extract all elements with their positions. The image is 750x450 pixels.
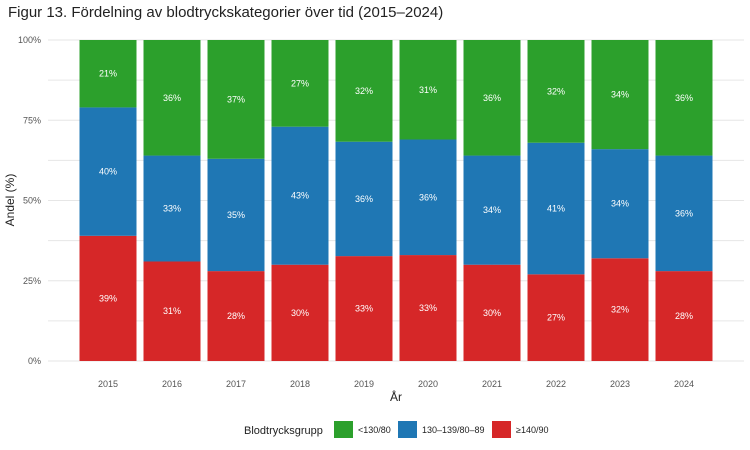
bar-segment <box>271 264 329 361</box>
bar-value-label: 30% <box>291 308 309 318</box>
bar-value-label: 36% <box>163 93 181 103</box>
bar-value-label: 36% <box>675 93 693 103</box>
y-axis-title: Andel (%) <box>3 174 17 227</box>
bar-value-label: 32% <box>611 305 629 315</box>
x-tick-label: 2024 <box>674 379 694 389</box>
bar-value-label: 37% <box>227 94 245 104</box>
bar-segment <box>207 271 265 361</box>
bar-value-label: 33% <box>419 303 437 313</box>
x-tick-label: 2018 <box>290 379 310 389</box>
x-tick-label: 2023 <box>610 379 630 389</box>
bars <box>79 40 713 361</box>
bar-segment <box>271 126 329 265</box>
bar-segment <box>591 40 649 150</box>
y-tick-label: 0% <box>28 356 41 366</box>
bar-value-label: 27% <box>547 313 565 323</box>
y-tick-label: 25% <box>23 276 41 286</box>
bar-segment <box>655 271 713 361</box>
bar-segment <box>527 40 585 143</box>
bar-segment <box>527 142 585 275</box>
y-tick-label: 100% <box>18 35 41 45</box>
bar-value-label: 32% <box>355 86 373 96</box>
bar-segment <box>399 139 457 256</box>
bar-value-label: 43% <box>291 191 309 201</box>
y-tick-label: 50% <box>23 196 41 206</box>
x-axis-ticks: 2015 2016 2017 2018 2019 2020 2021 2022 2023 2024 <box>98 379 694 389</box>
legend: Blodtrycksgrupp <130/80 130–139/80–89 ≥140… <box>244 421 548 438</box>
bar-segment <box>655 155 713 272</box>
bar-value-label: 33% <box>163 204 181 214</box>
bar-segment <box>335 141 393 257</box>
x-tick-label: 2021 <box>482 379 502 389</box>
bar-value-label: 41% <box>547 204 565 214</box>
x-tick-label: 2019 <box>354 379 374 389</box>
bar-value-label: 34% <box>611 199 629 209</box>
bar-value-label: 36% <box>419 192 437 202</box>
bar-segment <box>463 40 521 156</box>
bar-value-label: 34% <box>483 205 501 215</box>
bar-segment <box>143 40 201 156</box>
bar-segment <box>79 235 137 361</box>
bar-segment <box>463 264 521 361</box>
bar-value-label: 33% <box>355 304 373 314</box>
bar-value-label: 34% <box>611 90 629 100</box>
bar-value-label: 39% <box>99 293 117 303</box>
legend-title: Blodtrycksgrupp <box>244 425 323 437</box>
bar-value-label: 28% <box>675 311 693 321</box>
bar-value-label: 21% <box>99 69 117 79</box>
legend-label: 130–139/80–89 <box>422 425 485 435</box>
y-tick-label: 75% <box>23 115 41 125</box>
bar-segment <box>143 155 201 262</box>
bar-value-label: 36% <box>675 208 693 218</box>
bar-value-label: 35% <box>227 210 245 220</box>
bar-value-label: 31% <box>419 85 437 95</box>
bar-value-label: 32% <box>547 86 565 96</box>
bar-value-label: 27% <box>291 78 309 88</box>
bar-segment <box>335 40 393 142</box>
bar-segment <box>399 255 457 361</box>
bar-segment <box>79 107 137 236</box>
x-tick-label: 2022 <box>546 379 566 389</box>
bar-segment <box>143 261 201 361</box>
bar-value-label: 36% <box>355 194 373 204</box>
x-axis-title: År <box>390 389 402 404</box>
bar-segment <box>591 149 649 259</box>
legend-swatch <box>492 421 511 438</box>
legend-swatch <box>334 421 353 438</box>
x-tick-label: 2016 <box>162 379 182 389</box>
bar-segment <box>271 40 329 127</box>
bar-segment <box>207 158 265 272</box>
x-tick-label: 2017 <box>226 379 246 389</box>
bar-segment <box>79 40 137 108</box>
bar-segment <box>335 256 393 361</box>
bar-value-label: 30% <box>483 308 501 318</box>
x-tick-label: 2020 <box>418 379 438 389</box>
legend-swatch <box>398 421 417 438</box>
bar-segment <box>527 274 585 361</box>
bar-value-label: 36% <box>483 93 501 103</box>
bar-value-label: 28% <box>227 311 245 321</box>
chart-title: Figur 13. Fördelning av blodtryckskatego… <box>8 4 443 21</box>
bar-segment <box>463 155 521 265</box>
x-tick-label: 2015 <box>98 379 118 389</box>
bar-labels: 39% 40% 21% 31% 33% 36% 28% 35% 37% 30% 43% 27% 33% 3… <box>99 69 693 323</box>
bar-segment <box>655 40 713 156</box>
legend-label: ≥140/90 <box>516 425 548 435</box>
bar-segment <box>207 40 265 159</box>
bar-segment <box>399 40 457 140</box>
bar-segment <box>591 258 649 361</box>
legend-label: <130/80 <box>358 425 391 435</box>
y-axis-ticks: 0% 25% 50% 75% 100% <box>18 35 41 366</box>
bar-value-label: 40% <box>99 167 117 177</box>
bar-value-label: 31% <box>163 306 181 316</box>
